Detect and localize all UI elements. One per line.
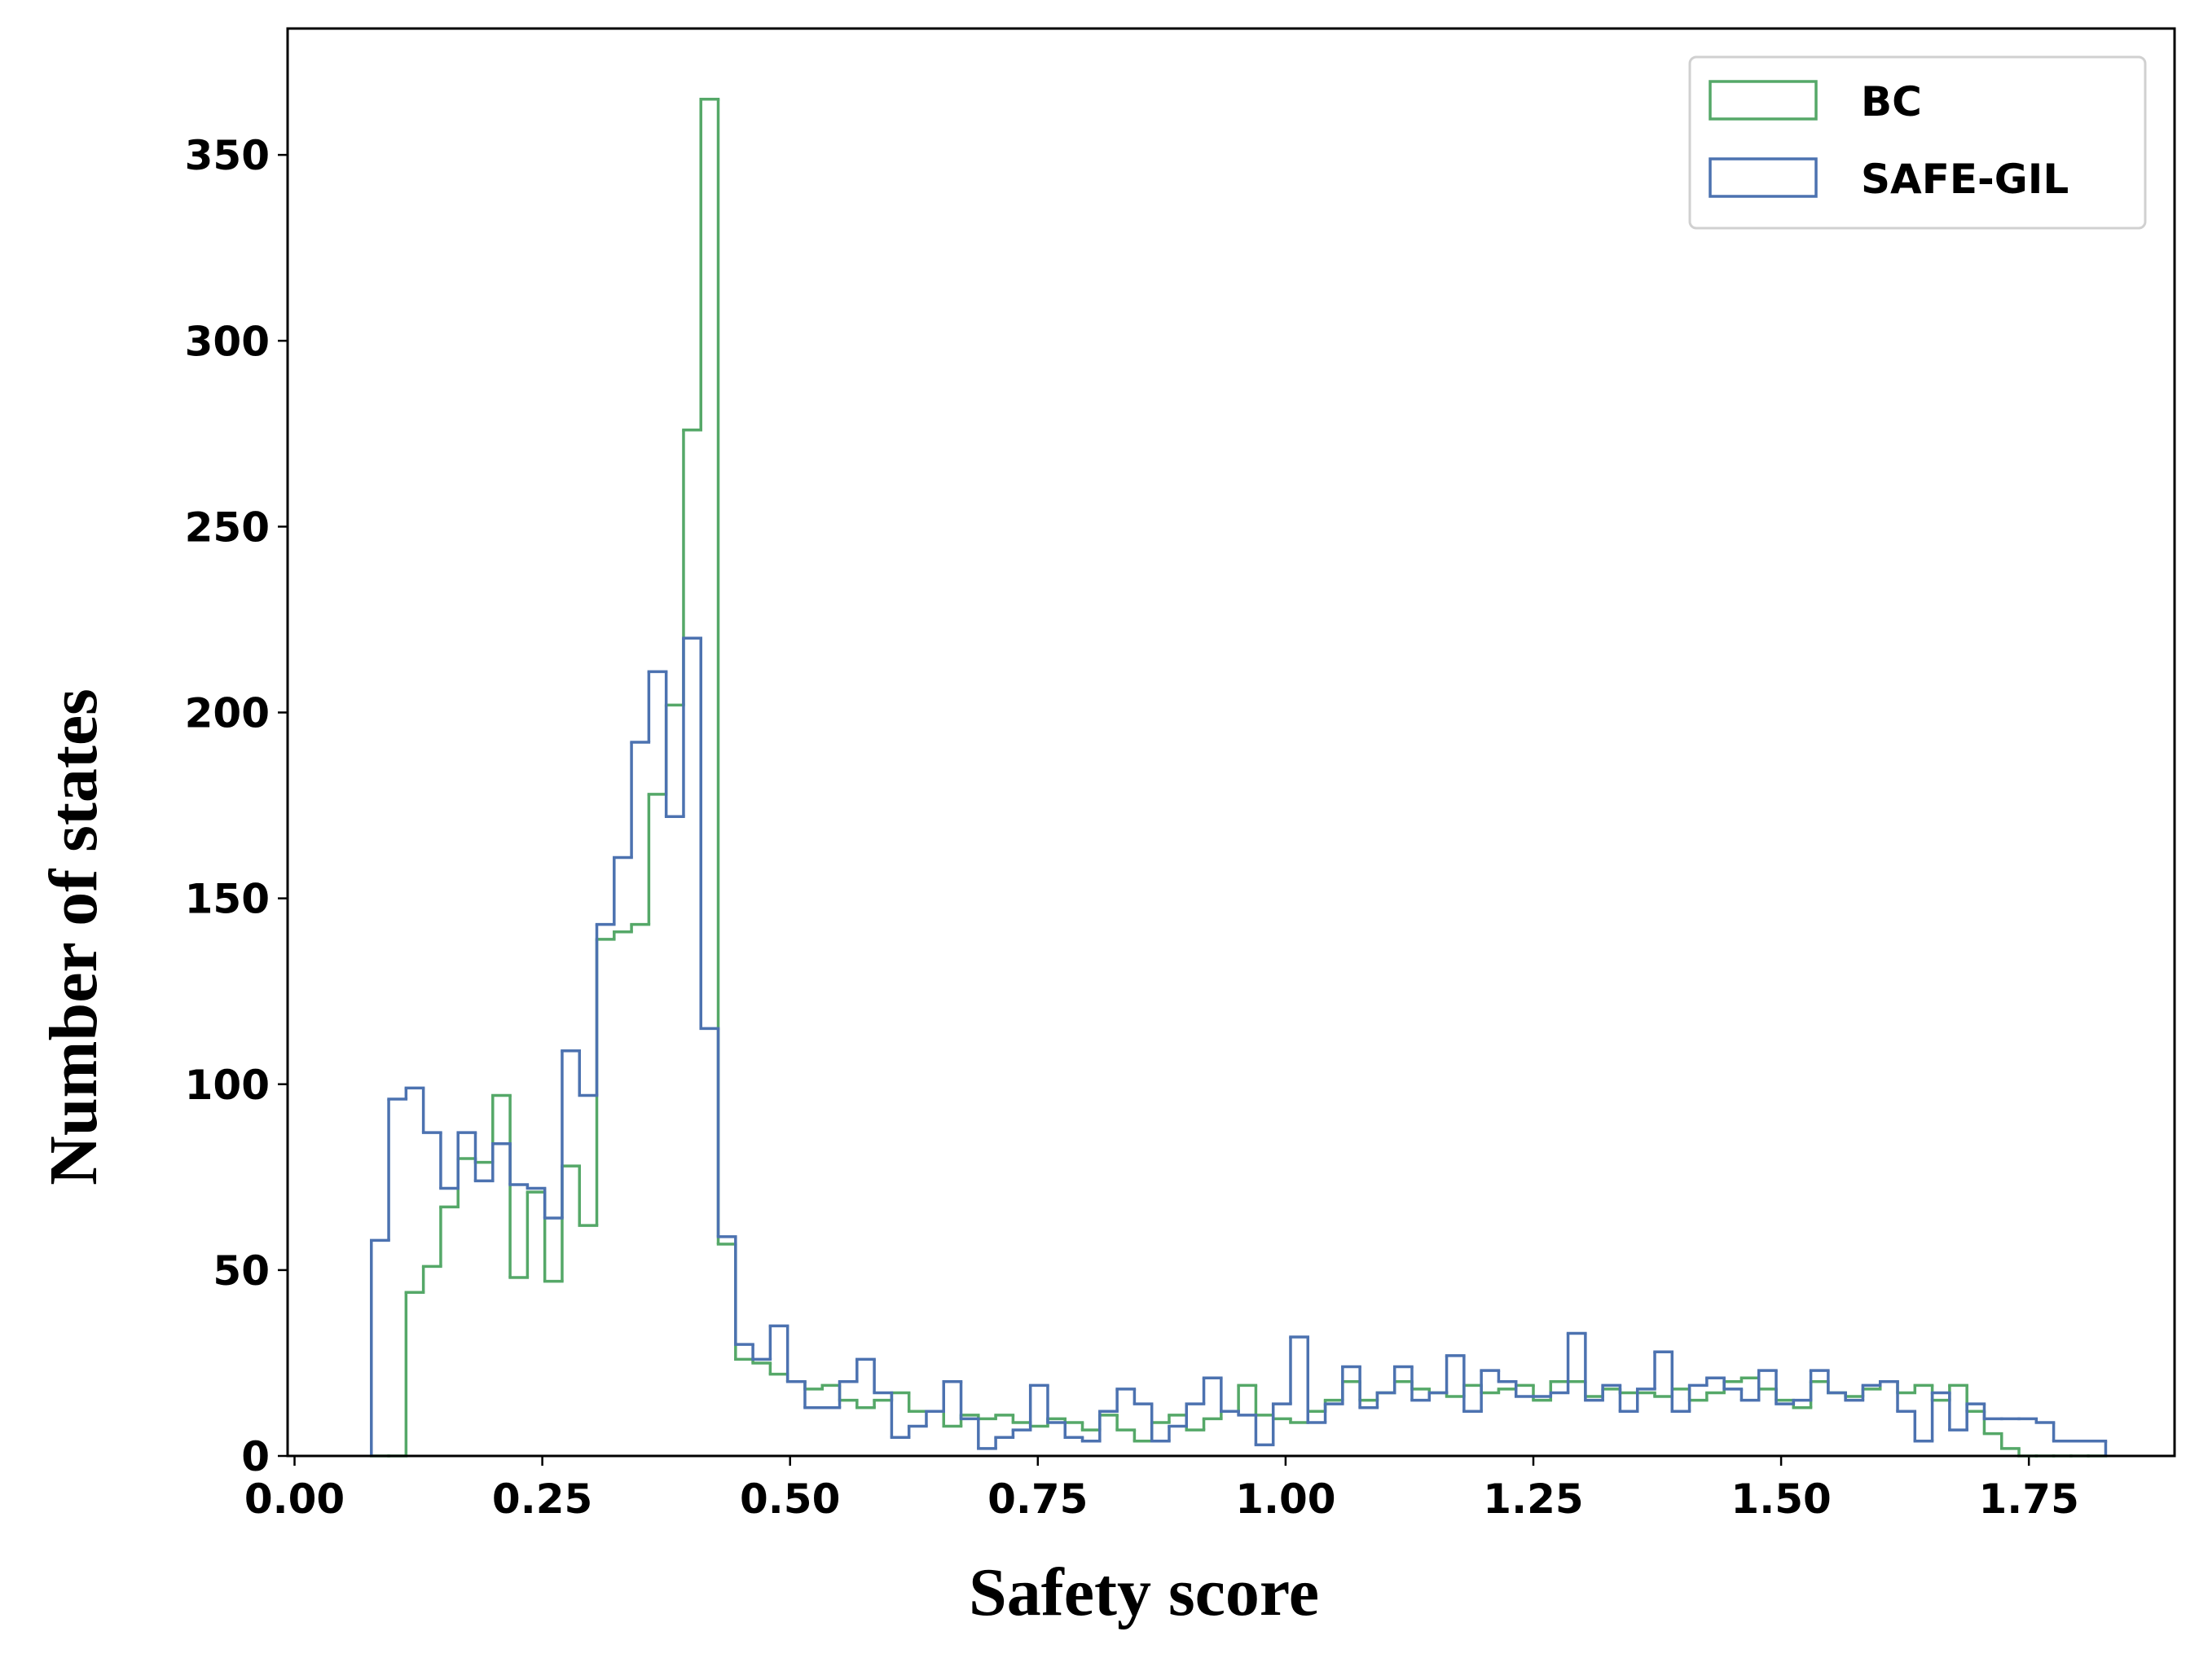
y-tick-label: 300: [185, 318, 270, 365]
legend-label: BC: [1861, 78, 1922, 125]
y-tick-label: 0: [241, 1433, 270, 1480]
x-tick-label: 1.75: [1979, 1475, 2079, 1523]
x-tick-label: 0.00: [244, 1475, 345, 1523]
x-tick-label: 0.50: [740, 1475, 840, 1523]
y-tick-label: 200: [185, 690, 270, 737]
y-tick-label: 250: [185, 504, 270, 551]
legend-swatch: [1709, 157, 1818, 198]
legend-box: [1688, 55, 2147, 230]
x-tick-label: 1.25: [1483, 1475, 1583, 1523]
y-tick-label: 100: [185, 1062, 270, 1109]
x-tick-label: 0.75: [987, 1475, 1088, 1523]
x-tick-label: 0.25: [492, 1475, 592, 1523]
y-tick-label: 150: [185, 876, 270, 923]
legend-label: SAFE-GIL: [1861, 156, 2069, 203]
y-tick-label: 50: [213, 1247, 270, 1295]
x-tick-label: 1.00: [1235, 1475, 1335, 1523]
legend-swatch: [1709, 80, 1818, 121]
plot-frame: [286, 27, 2176, 1458]
x-tick-label: 1.50: [1731, 1475, 1831, 1523]
x-axis-label: Safety score: [969, 1555, 1319, 1630]
y-tick-label: 350: [185, 132, 270, 179]
y-axis-label: Number of states: [36, 688, 112, 1185]
